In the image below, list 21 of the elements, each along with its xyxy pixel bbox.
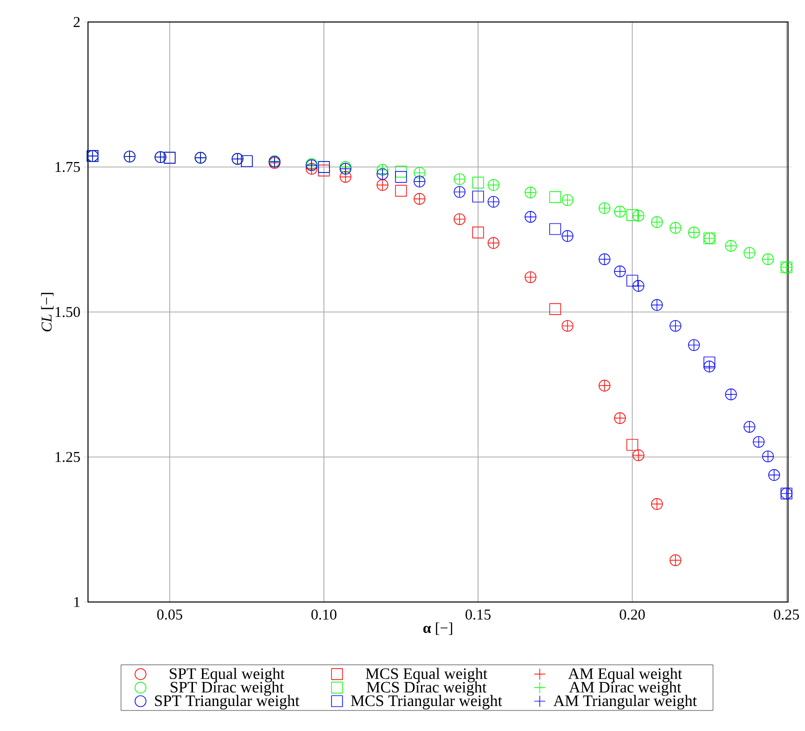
legend-label: SPT Dirac weight (170, 681, 284, 696)
y-tick-label: 1.50 (56, 306, 80, 318)
y-axis-title: CL [−] (41, 292, 54, 332)
legend-label: AM Equal weight (568, 668, 682, 682)
x-tick-label: 0.15 (466, 610, 491, 620)
y-tick-label: 1 (74, 597, 80, 607)
y-tick-label: 2 (74, 17, 80, 27)
legend-label: SPT Equal weight (170, 668, 285, 682)
y-tick-label: 1.25 (56, 452, 80, 462)
x-tick-label: 0.05 (157, 610, 182, 620)
legend-label: SPT Triangular weight (155, 694, 300, 710)
legend-label: MCS Dirac weight (366, 681, 487, 696)
legend-label: MCS Triangular weight (350, 694, 502, 710)
legend-label: MCS Equal weight (366, 668, 488, 682)
legend-label: AM Dirac weight (569, 681, 682, 696)
x-tick-label: 0.25 (774, 610, 799, 620)
x-tick-label: 0.10 (311, 610, 336, 620)
y-tick-label: 1.75 (56, 162, 80, 172)
x-axis-title: α [−] (423, 622, 452, 635)
legend-label: AM Triangular weight (553, 694, 697, 710)
x-tick-label: 0.20 (620, 610, 645, 620)
